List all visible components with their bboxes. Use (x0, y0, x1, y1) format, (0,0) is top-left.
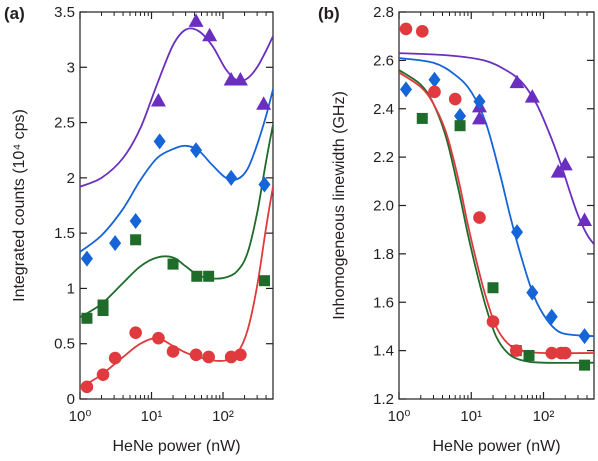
data-point-diamond (109, 235, 122, 252)
data-point-diamond (473, 93, 486, 110)
plot-frame (79, 11, 274, 400)
data-point-diamond (153, 133, 166, 150)
y-tick-label: 2 (67, 170, 75, 187)
x-tick-label: 10² (212, 408, 234, 425)
y-tick-label: 2.0 (373, 198, 394, 215)
data-point-circle (166, 345, 180, 358)
y-tick-label: 2.5 (54, 115, 75, 132)
y-tick-label: 2.4 (373, 101, 394, 118)
data-point-square (416, 112, 428, 124)
panel-a-counts-vs-power: 10⁰ 10¹ 10² 0 0.5 1 1.5 2 2.5 3 3.5 HeNe power (nW)… (4, 4, 274, 455)
data-point-triangle (150, 92, 166, 107)
fit-curve-diamond (80, 89, 273, 253)
data-point-diamond (400, 81, 413, 98)
data-point-circle (486, 315, 500, 328)
data-point-triangle (256, 96, 272, 110)
y-tick-label: 2.6 (373, 52, 394, 69)
data-point-diamond (454, 108, 467, 125)
data-point-diamond (428, 71, 441, 88)
data-point-circle (129, 326, 142, 339)
fit-curve-triangle (399, 52, 594, 245)
data-point-diamond (80, 250, 93, 267)
y-axis-label: Integrated counts (10⁴ cps) (11, 109, 28, 302)
data-point-diamond (545, 308, 558, 325)
y-tick-label: 3 (67, 59, 75, 76)
data-point-square (191, 270, 203, 282)
y-tick-label: 1 (67, 280, 75, 297)
data-point-circle (234, 348, 247, 362)
data-point-triangle (188, 13, 204, 27)
data-point-triangle (577, 212, 593, 227)
x-tick-label: 10⁰ (69, 408, 92, 425)
plot-frame (398, 11, 595, 400)
data-point-diamond (258, 176, 271, 193)
data-point-square (97, 299, 109, 311)
data-point-triangle (524, 89, 540, 103)
data-point-square (81, 312, 93, 324)
data-point-square (579, 359, 591, 371)
data-point-circle (558, 346, 572, 360)
data-point-circle (399, 22, 413, 36)
panel-label: (b) (318, 4, 340, 23)
panel-b-linewidth-vs-power: 10⁰ 10¹ 10² 1.2 1.4 1.6 1.8 2.0 2.2 2.4 2.6 2.8 HeNe… (318, 4, 595, 455)
data-point-diamond (526, 284, 539, 301)
data-point-triangle (471, 110, 487, 125)
data-point-circle (152, 331, 165, 345)
data-point-circle (189, 348, 203, 362)
data-point-diamond (578, 328, 591, 345)
data-point-triangle (232, 71, 248, 86)
data-point-triangle (557, 156, 573, 171)
data-point-circle (473, 211, 486, 224)
data-point-square (203, 270, 215, 282)
data-point-diamond (190, 142, 203, 159)
fit-curve-diamond (399, 57, 594, 337)
x-tick-label: 10² (533, 408, 555, 425)
data-point-circle (80, 380, 94, 394)
x-axis-label: HeNe power (nW) (112, 438, 240, 455)
x-tick-label: 10¹ (460, 408, 482, 425)
data-point-diamond (225, 169, 238, 186)
data-point-circle (509, 344, 523, 357)
data-point-diamond (511, 224, 524, 241)
y-tick-label: 1.6 (373, 294, 394, 311)
data-point-triangle (202, 27, 218, 42)
x-tick-label: 10⁰ (388, 408, 411, 425)
y-tick-label: 1.8 (373, 246, 394, 263)
data-point-circle (202, 350, 215, 364)
panel-label: (a) (4, 4, 25, 23)
y-tick-label: 0 (67, 391, 75, 408)
x-tick-label: 10¹ (141, 408, 163, 425)
y-tick-label: 2.2 (373, 149, 394, 166)
x-axis-label: HeNe power (nW) (432, 438, 560, 455)
data-point-square (454, 120, 466, 132)
data-point-circle (96, 368, 110, 381)
data-point-square (167, 258, 179, 270)
data-point-square (97, 305, 109, 317)
data-point-triangle (550, 164, 566, 178)
y-axis-label: Inhomogeneous linewidth (GHz) (331, 91, 348, 320)
data-point-triangle (509, 74, 525, 89)
y-tick-label: 0.5 (54, 336, 75, 353)
y-tick-label: 1.4 (373, 343, 394, 360)
data-point-square (487, 282, 499, 294)
fit-curve-square (80, 124, 273, 318)
fit-curve-circle (399, 71, 594, 355)
fit-curve-triangle (80, 27, 273, 188)
data-point-square (130, 234, 142, 246)
data-point-circle (448, 92, 462, 106)
data-point-square (258, 275, 270, 287)
data-point-square (523, 349, 535, 361)
y-tick-label: 1.2 (373, 391, 394, 408)
y-tick-label: 1.5 (54, 225, 75, 242)
y-tick-label: 2.8 (373, 4, 394, 21)
data-point-circle (415, 25, 429, 38)
data-point-circle (108, 351, 122, 365)
y-tick-label: 3.5 (54, 4, 75, 21)
data-point-diamond (129, 212, 142, 229)
data-point-circle (545, 346, 559, 360)
data-point-circle (428, 85, 441, 99)
